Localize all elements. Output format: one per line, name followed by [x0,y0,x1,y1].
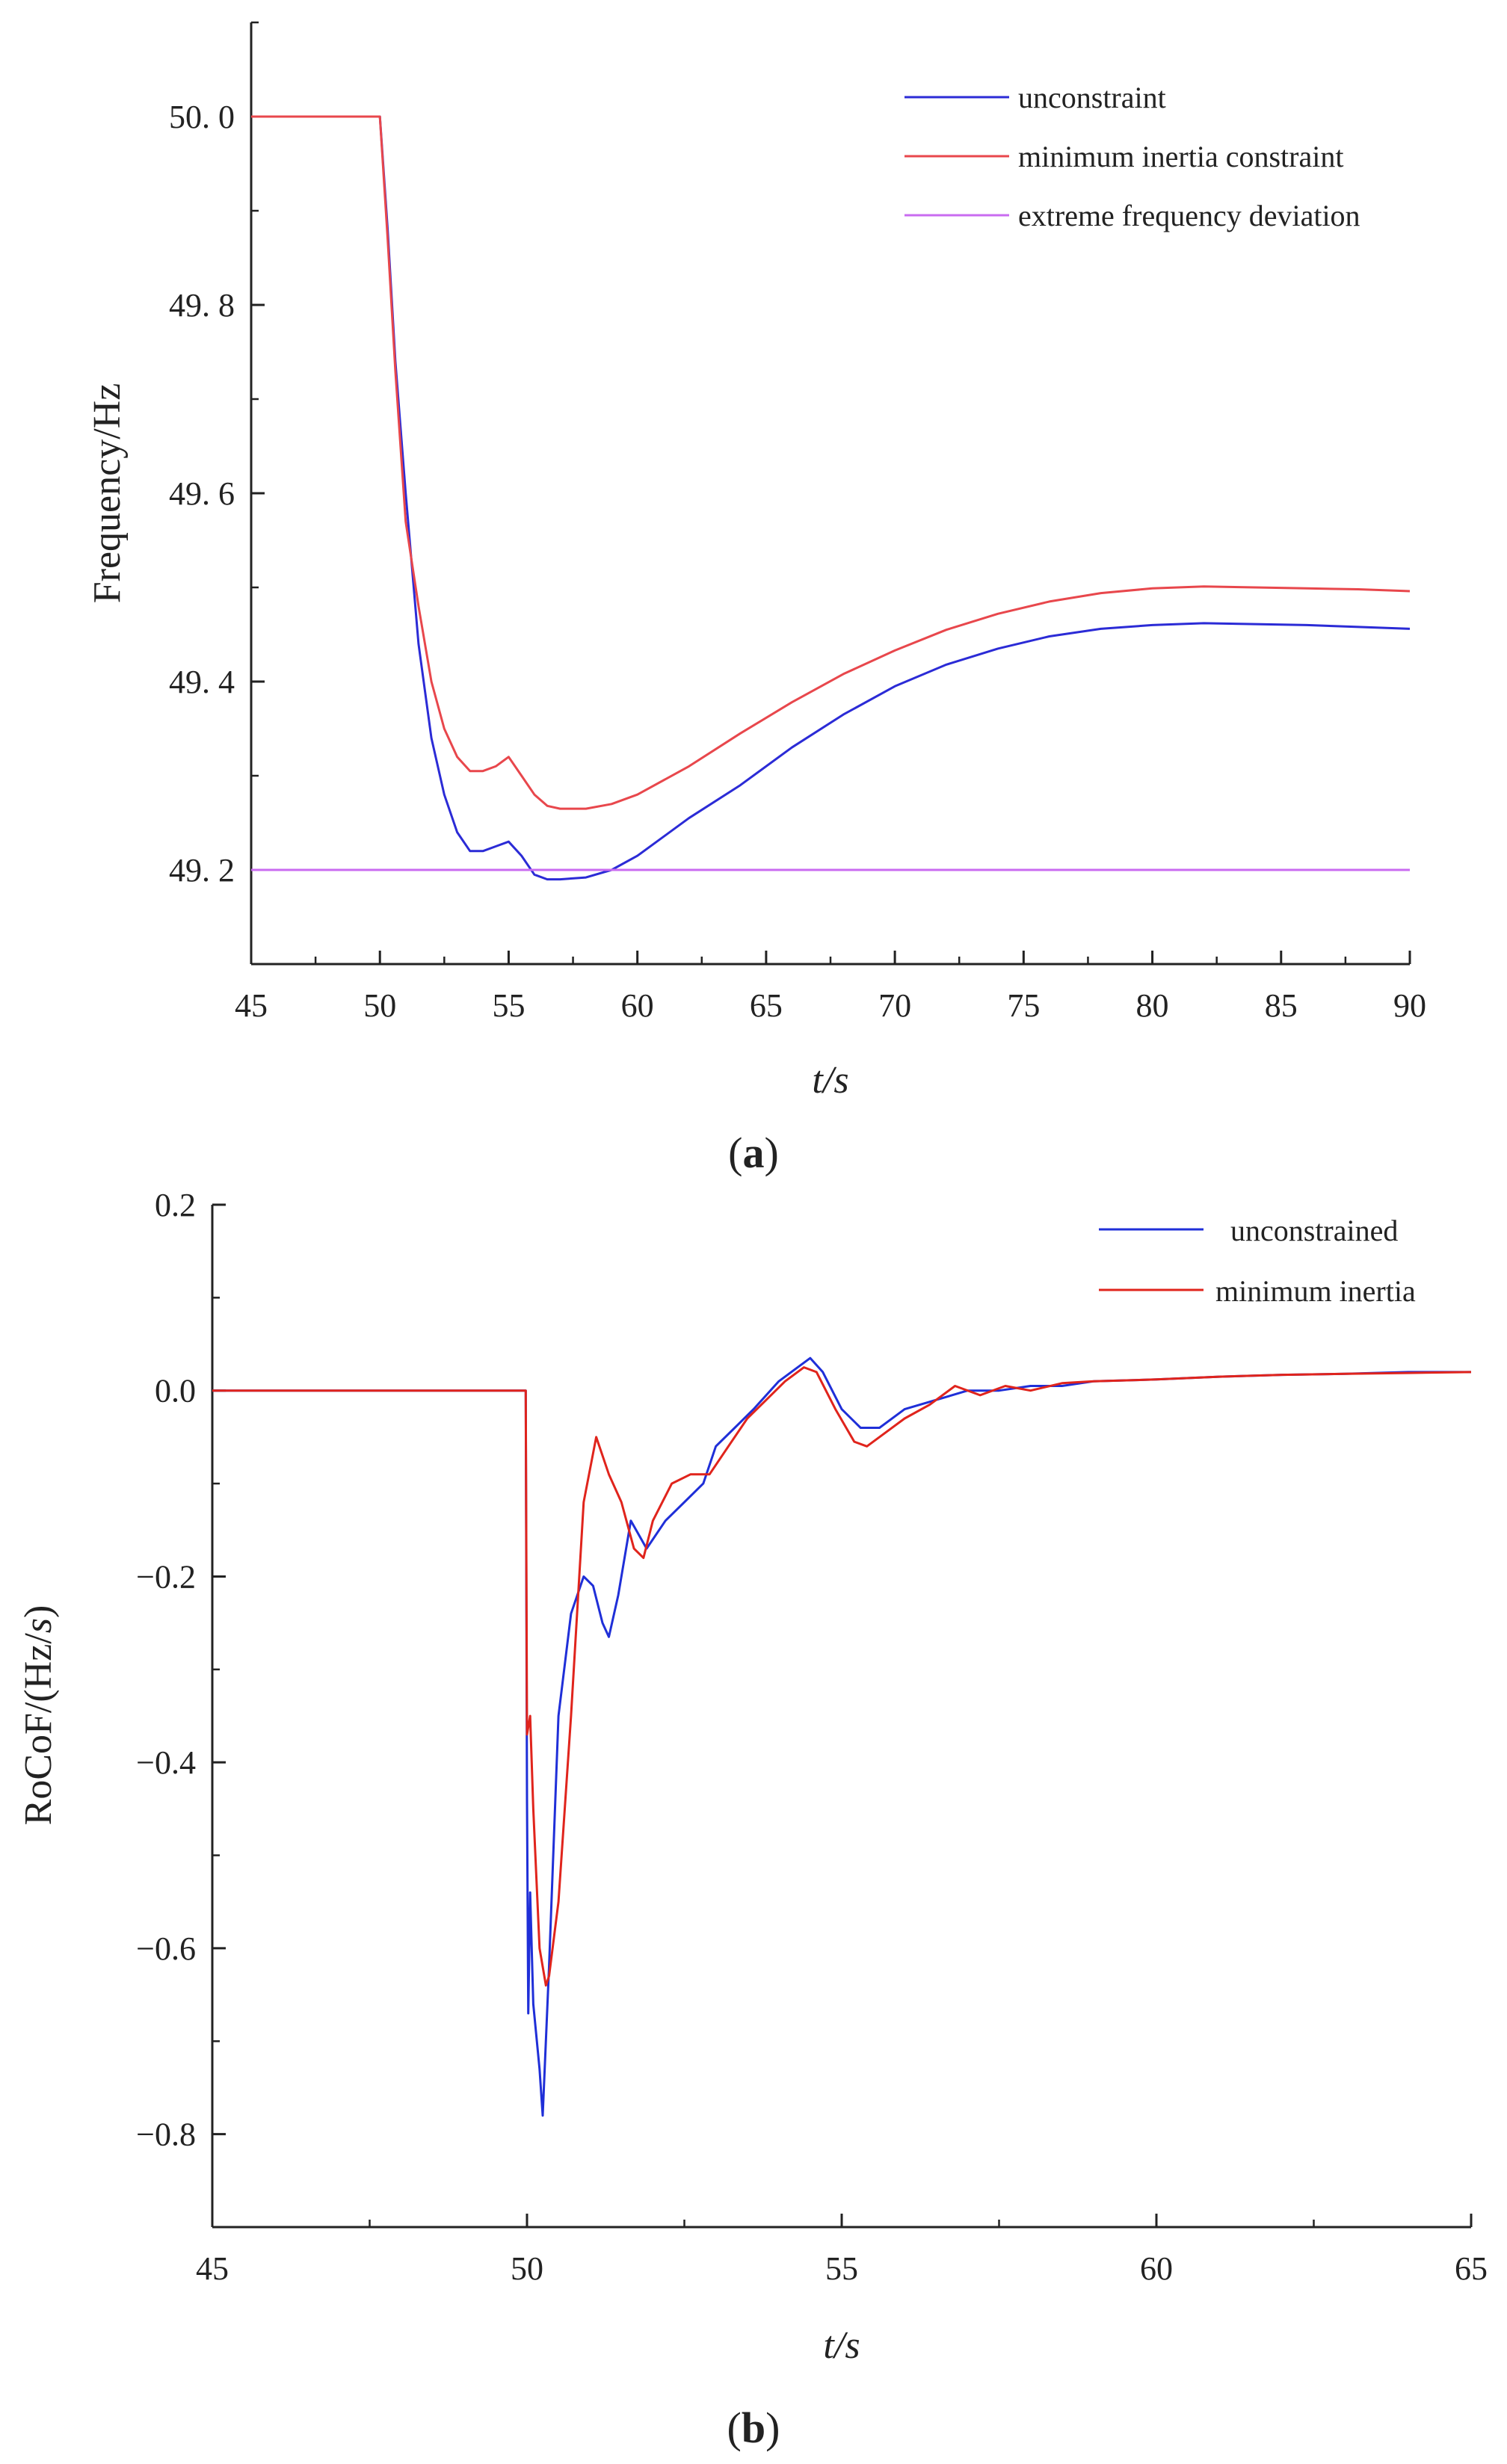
panel-a-x-tick-label: 50 [363,987,396,1024]
panel-a-frequency-chart: 45 50 55 60 65 70 75 80 85 90 49. 249. 449. 649. … [86,21,1426,1177]
series-line-unconstrained [212,1356,1471,2117]
panel-a-x-tick-label: 90 [1393,987,1426,1024]
panel-b-y-tick-labels: −0.8 −0.6 −0.4 −0.2 0.0 0.2 [136,1187,196,2153]
panel-b-series [212,1356,1472,2117]
panel-b-y-tick-label: −0.8 [136,2116,196,2153]
legend-label-extreme-frequency-deviation: extreme frequency deviation [1018,199,1360,232]
series-line-minimum-inertia-constraint [251,115,1411,810]
panel-b-y-tick-label: −0.6 [136,1930,196,1967]
panel-a-y-tick-labels: 49. 2 49. 4 49. 6 49. 8 50. 0 [169,99,235,889]
panel-b-x-tick-label: 50 [511,2250,543,2287]
panel-a-y-tick-label: 49. 4 [169,664,235,700]
panel-b-x-tick-label: 65 [1455,2250,1488,2287]
legend-label-unconstraint: unconstraint [1018,81,1166,114]
panel-a-x-tick-label: 75 [1007,987,1040,1024]
panel-a-legend: unconstraint minimum inertia constraint … [904,81,1360,232]
panel-a-x-tick-label: 55 [492,987,525,1024]
panel-b-rocof-chart: 45 50 55 60 65 −0.8 −0.6 −0.4 −0.2 0.0 0.2 RoCoF/… [17,1187,1488,2452]
panel-a-x-tick-label: 70 [878,987,911,1024]
panel-a-x-tick-label: 65 [750,987,783,1024]
panel-b-y-tick-label: 0.0 [155,1373,196,1409]
panel-b-x-tick-label: 60 [1140,2250,1173,2287]
panel-a-y-tick-label: 49. 2 [169,852,235,889]
panel-a-series [251,115,1411,881]
legend-label-minimum-inertia-constraint: minimum inertia constraint [1018,140,1343,173]
panel-a-y-tick-label: 49. 8 [169,287,235,324]
legend-label-minimum-inertia: minimum inertia [1215,1274,1416,1308]
panel-b-y-tick-label: −0.2 [136,1558,196,1595]
panel-b-y-tick-label: 0.2 [155,1187,196,1223]
panel-a-y-axis-title: Frequency/Hz [86,383,129,604]
series-line-unconstraint [251,115,1411,881]
panel-a-x-tick-labels: 45 50 55 60 65 70 75 80 85 90 [235,987,1426,1024]
panel-b-legend: unconstrained minimum inertia [1099,1214,1416,1308]
legend-label-unconstrained: unconstrained [1230,1214,1398,1247]
panel-a-y-tick-label: 49. 6 [169,475,235,512]
panel-b-x-tick-label: 55 [825,2250,858,2287]
panel-b-y-axis-title: RoCoF/(Hz/s) [17,1605,60,1826]
panel-b-ticks [211,1203,1473,2227]
panel-a-x-axis-title: t/s [812,1059,848,1102]
panel-a-x-tick-label: 60 [621,987,654,1024]
panel-b-x-axis-title: t/s [823,2324,860,2367]
panel-a-x-tick-label: 85 [1265,987,1298,1024]
series-line-minimum-inertia [212,1366,1472,1987]
panel-b-x-tick-labels: 45 50 55 60 65 [196,2250,1488,2287]
panel-a-x-tick-label: 80 [1136,987,1169,1024]
panel-a-y-tick-label: 50. 0 [169,99,235,135]
panel-b-x-tick-label: 45 [196,2250,229,2287]
panel-b-y-tick-label: −0.4 [136,1744,196,1781]
panel-a-caption: (a) [728,1128,779,1177]
panel-b-caption: (b) [727,2403,780,2452]
panel-a-x-tick-label: 45 [235,987,268,1024]
